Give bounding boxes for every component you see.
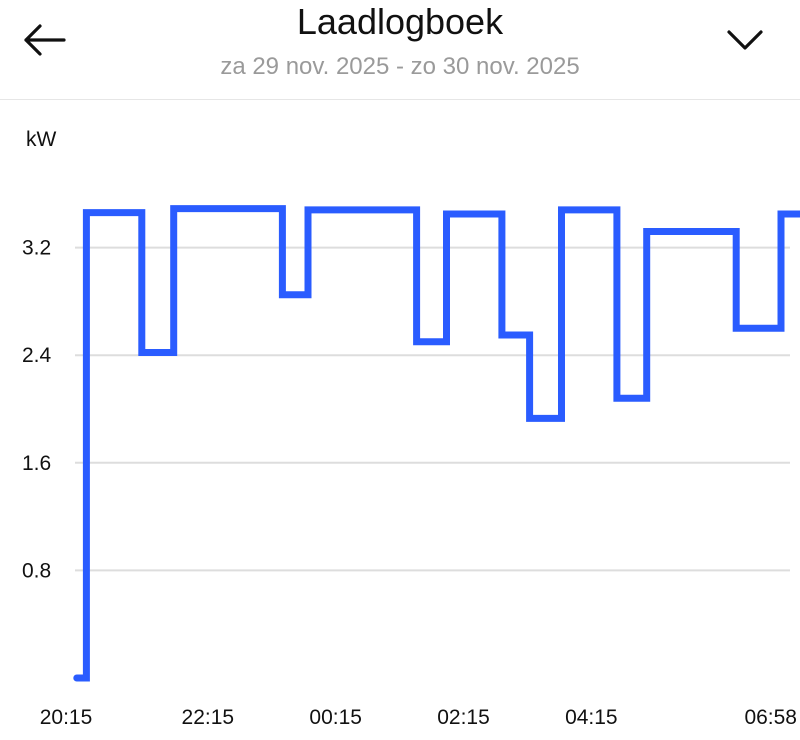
grid [75, 246, 790, 572]
expand-button[interactable] [720, 18, 770, 62]
power-series-line [73, 205, 800, 682]
power-chart: kW 0.8 1.6 2.4 3.2 20:15 22:15 00:15 02:15 04:1… [22, 128, 800, 729]
unit-label: kW [26, 128, 57, 151]
x-tick-label: 04:15 [565, 706, 618, 729]
y-tick-label: 3.2 [22, 237, 51, 260]
series [73, 205, 800, 682]
x-tick-label: 02:15 [437, 706, 490, 729]
y-tick-label: 0.8 [22, 559, 51, 582]
x-tick-label: 06:58 [744, 706, 797, 729]
page-title: Laadlogboek [296, 1, 504, 42]
x-tick-label: 20:15 [40, 706, 93, 729]
back-button[interactable] [16, 18, 72, 62]
x-axis-ticks: 20:15 22:15 00:15 02:15 04:15 06:58 [40, 706, 797, 729]
x-tick-label: 00:15 [309, 706, 362, 729]
y-tick-label: 2.4 [22, 344, 52, 367]
arrow-left-icon [24, 24, 66, 56]
y-axis-ticks: 0.8 1.6 2.4 3.2 [22, 237, 52, 583]
x-tick-label: 22:15 [182, 706, 235, 729]
date-range: za 29 nov. 2025 - zo 30 nov. 2025 [220, 53, 580, 80]
header: Laadlogboek za 29 nov. 2025 - zo 30 nov.… [0, 0, 800, 100]
y-tick-label: 1.6 [22, 452, 51, 475]
chevron-down-icon [727, 30, 763, 50]
